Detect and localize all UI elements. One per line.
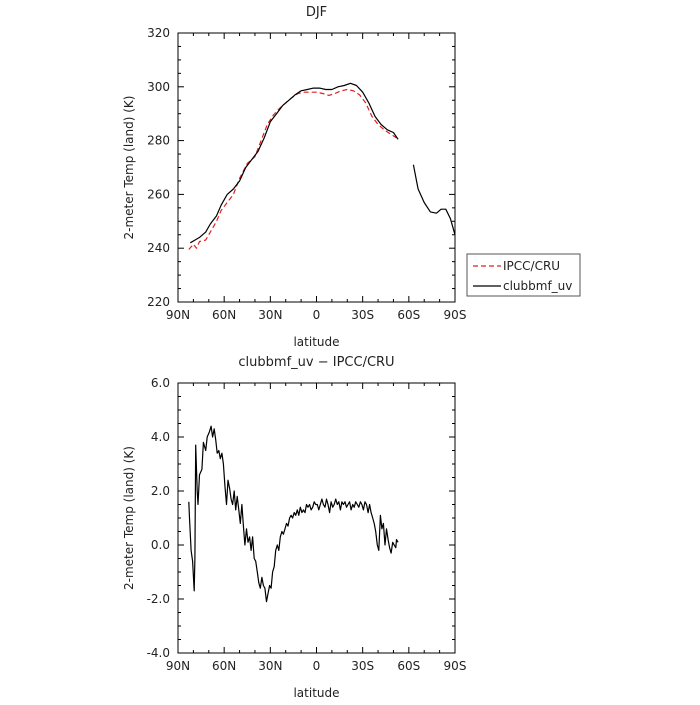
x-tick-label: 90S [444,659,467,673]
x-tick-label: 60N [212,659,236,673]
legend: IPCC/CRU clubbmf_uv [466,253,581,297]
legend-box [466,253,581,297]
x-axis-label: latitude [293,686,339,700]
y-tick-label: -2.0 [147,592,170,606]
x-tick-label: 90S [444,308,467,322]
series-line-ipcc-cru [188,88,397,250]
y-tick-label: 4.0 [151,430,170,444]
y-tick-label: 320 [147,26,170,40]
series-line-difference [188,425,399,603]
y-axis-label: 2-meter Temp (land) (K) [122,446,136,590]
x-tick-label: 30S [351,659,374,673]
chart-title: clubbmf_uv − IPCC/CRU [238,355,394,370]
series-line-clubbmf-uv [189,82,399,244]
y-tick-label: 240 [147,241,170,255]
series-line-clubbmf-uv [412,164,456,235]
chart-title: DJF [306,5,327,20]
x-tick-label: 30S [351,308,374,322]
legend-label: IPCC/CRU [503,259,560,273]
y-axis-label: 2-meter Temp (land) (K) [122,96,136,240]
x-axis-label: latitude [293,335,339,349]
x-tick-label: 60N [212,308,236,322]
legend-label: clubbmf_uv [503,279,572,293]
x-tick-label: 30N [258,308,282,322]
x-tick-label: 60S [397,308,420,322]
y-tick-label: 280 [147,134,170,148]
y-tick-label: 260 [147,187,170,201]
y-tick-label: 6.0 [151,376,170,390]
x-tick-label: 0 [313,308,321,322]
y-tick-label: 0.0 [151,538,170,552]
x-tick-label: 60S [397,659,420,673]
x-tick-label: 0 [313,659,321,673]
x-tick-label: 30N [258,659,282,673]
x-tick-label: 90N [166,659,190,673]
plot-frame [177,382,456,654]
y-tick-label: -4.0 [147,646,170,660]
y-tick-label: 220 [147,295,170,309]
y-tick-label: 300 [147,80,170,94]
y-tick-label: 2.0 [151,484,170,498]
x-tick-label: 90N [166,308,190,322]
